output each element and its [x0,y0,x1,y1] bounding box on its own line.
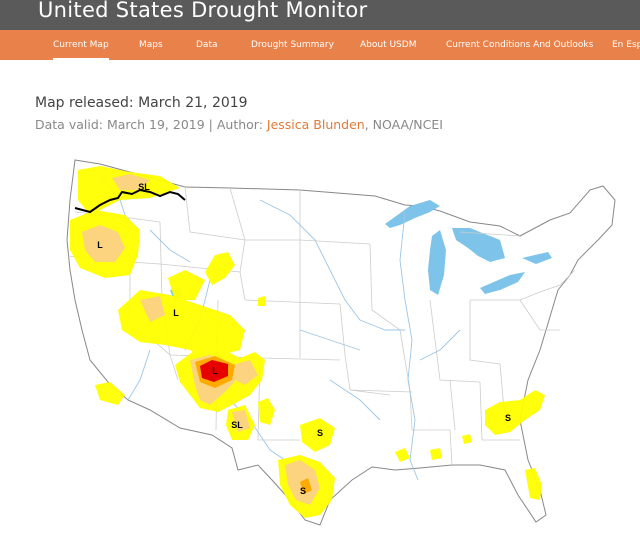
drought-map[interactable]: SL L L L SL S S S [0,150,640,540]
author-affiliation: , NOAA/NCEI [364,117,443,132]
impact-label-s-tx-south: S [300,486,306,496]
main-nav: Current Map Maps Data Drought Summary Ab… [0,30,640,60]
lake-huron [452,228,505,262]
nav-current-map[interactable]: Current Map [53,30,109,60]
impact-label-s-tx-north: S [317,428,323,438]
nav-current-conditions[interactable]: Current Conditions And Outlooks [446,40,594,50]
impact-label-s-se: S [505,413,511,423]
lake-ontario [522,252,552,264]
impact-label-sl-nm: SL [231,420,243,430]
valid-date-text: Data valid: March 19, 2019 | Author: [35,117,267,132]
nav-about-usdm[interactable]: About USDM [360,40,417,50]
site-header: United States Drought Monitor [0,0,640,30]
nav-data[interactable]: Data [196,40,218,50]
impact-label-l-co: L [212,366,218,376]
impact-boundary-line [74,188,186,214]
map-released-date: Map released: March 21, 2019 [35,95,248,111]
nav-maps[interactable]: Maps [139,40,163,50]
nav-drought-summary[interactable]: Drought Summary [251,40,334,50]
lake-superior [385,200,440,228]
lake-michigan [428,230,446,295]
drought-d3 [200,360,228,382]
impact-label-l-ut: L [173,308,179,318]
author-link[interactable]: Jessica Blunden [266,117,365,132]
impact-label-sl-nw: SL [138,182,150,192]
site-title[interactable]: United States Drought Monitor [38,0,368,22]
impact-label-l-or: L [97,240,103,250]
lake-erie [480,272,525,294]
nav-en-espanol[interactable]: En Español [612,40,640,50]
map-valid-info: Data valid: March 19, 2019 | Author: Jes… [35,117,443,132]
